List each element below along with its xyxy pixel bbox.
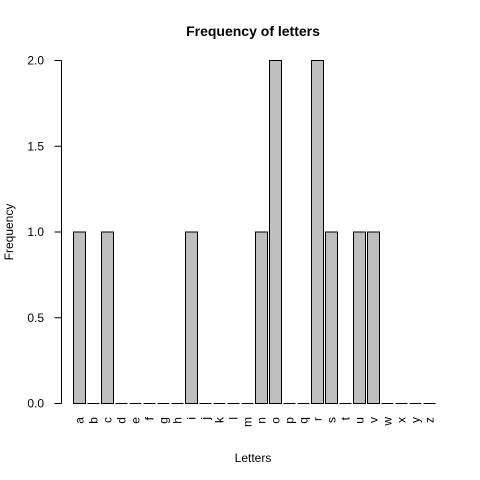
x-tick-label-i: i [185, 417, 199, 420]
y-tick-label: 1.5 [27, 139, 44, 153]
y-axis: 0.0 0.5 1.0 1.5 2.0 [27, 54, 62, 411]
x-tick-label-d: d [115, 417, 129, 424]
x-tick-label-l: l [227, 417, 241, 420]
bar-c [101, 231, 114, 404]
x-tick-label-j: j [199, 417, 213, 421]
y-tick-label: 2.0 [27, 54, 44, 68]
x-tick-label-p: p [283, 417, 297, 424]
x-tick-label-r: r [311, 417, 325, 421]
bars-group [73, 60, 436, 404]
x-tick-label-y: y [409, 417, 423, 423]
x-tick-label-v: v [367, 417, 381, 423]
y-tick-label: 0.0 [27, 397, 44, 411]
bar-v [367, 231, 380, 404]
x-tick-label-f: f [143, 416, 157, 420]
x-tick-label-g: g [157, 417, 171, 424]
x-tick-label-n: n [255, 417, 269, 424]
bar-n [255, 231, 268, 404]
bar-r [311, 60, 324, 404]
y-tick-label: 1.0 [27, 225, 44, 239]
bar-u [353, 231, 366, 404]
x-tick-label-s: s [325, 417, 339, 423]
x-tick-label-e: e [129, 417, 143, 424]
bar-o [269, 60, 282, 404]
x-axis-label: Letters [235, 451, 272, 465]
bar-i [185, 231, 198, 404]
x-tick-label-b: b [87, 417, 101, 424]
y-axis-label: Frequency [2, 204, 16, 261]
x-tick-label-w: w [381, 417, 395, 427]
chart-title: Frequency of letters [186, 23, 320, 39]
x-tick-label-k: k [213, 416, 227, 423]
x-tick-label-z: z [423, 417, 437, 423]
x-tick-label-m: m [241, 417, 255, 427]
x-tick-label-o: o [269, 417, 283, 424]
x-tick-label-c: c [101, 417, 115, 423]
x-tick-label-t: t [339, 416, 353, 420]
y-tick-label: 0.5 [27, 311, 44, 325]
x-tick-label-q: q [297, 417, 311, 424]
bar-s [325, 231, 338, 404]
x-tick-label-h: h [171, 417, 185, 424]
x-tick-label-u: u [353, 417, 367, 424]
x-tick-label-a: a [73, 417, 87, 424]
bar-a [73, 231, 86, 404]
x-tick-label-x: x [395, 417, 409, 423]
